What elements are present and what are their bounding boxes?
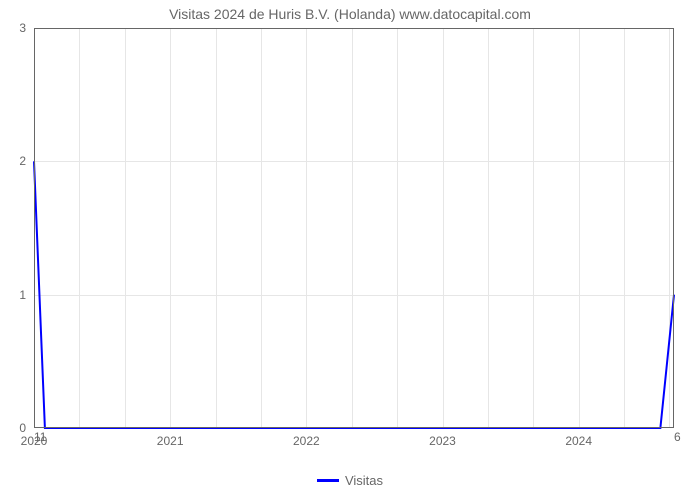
y-tick-label: 1 xyxy=(19,288,34,302)
legend-swatch xyxy=(317,479,339,482)
plot-area: 012320202021202220232024116 xyxy=(34,28,674,428)
corner-label-right: 6 xyxy=(674,430,681,444)
corner-label-left: 11 xyxy=(34,430,46,444)
line-layer xyxy=(34,28,674,428)
x-tick-label: 2022 xyxy=(293,428,320,448)
x-tick-label: 2024 xyxy=(565,428,592,448)
legend-label: Visitas xyxy=(345,473,383,488)
legend: Visitas xyxy=(0,472,700,488)
chart-container: { "chart": { "type": "line", "title": "V… xyxy=(0,0,700,500)
x-tick-label: 2023 xyxy=(429,428,456,448)
y-tick-label: 2 xyxy=(19,154,34,168)
series-line xyxy=(34,161,674,428)
y-tick-label: 3 xyxy=(19,21,34,35)
chart-title: Visitas 2024 de Huris B.V. (Holanda) www… xyxy=(0,6,700,22)
x-tick-label: 2021 xyxy=(157,428,184,448)
